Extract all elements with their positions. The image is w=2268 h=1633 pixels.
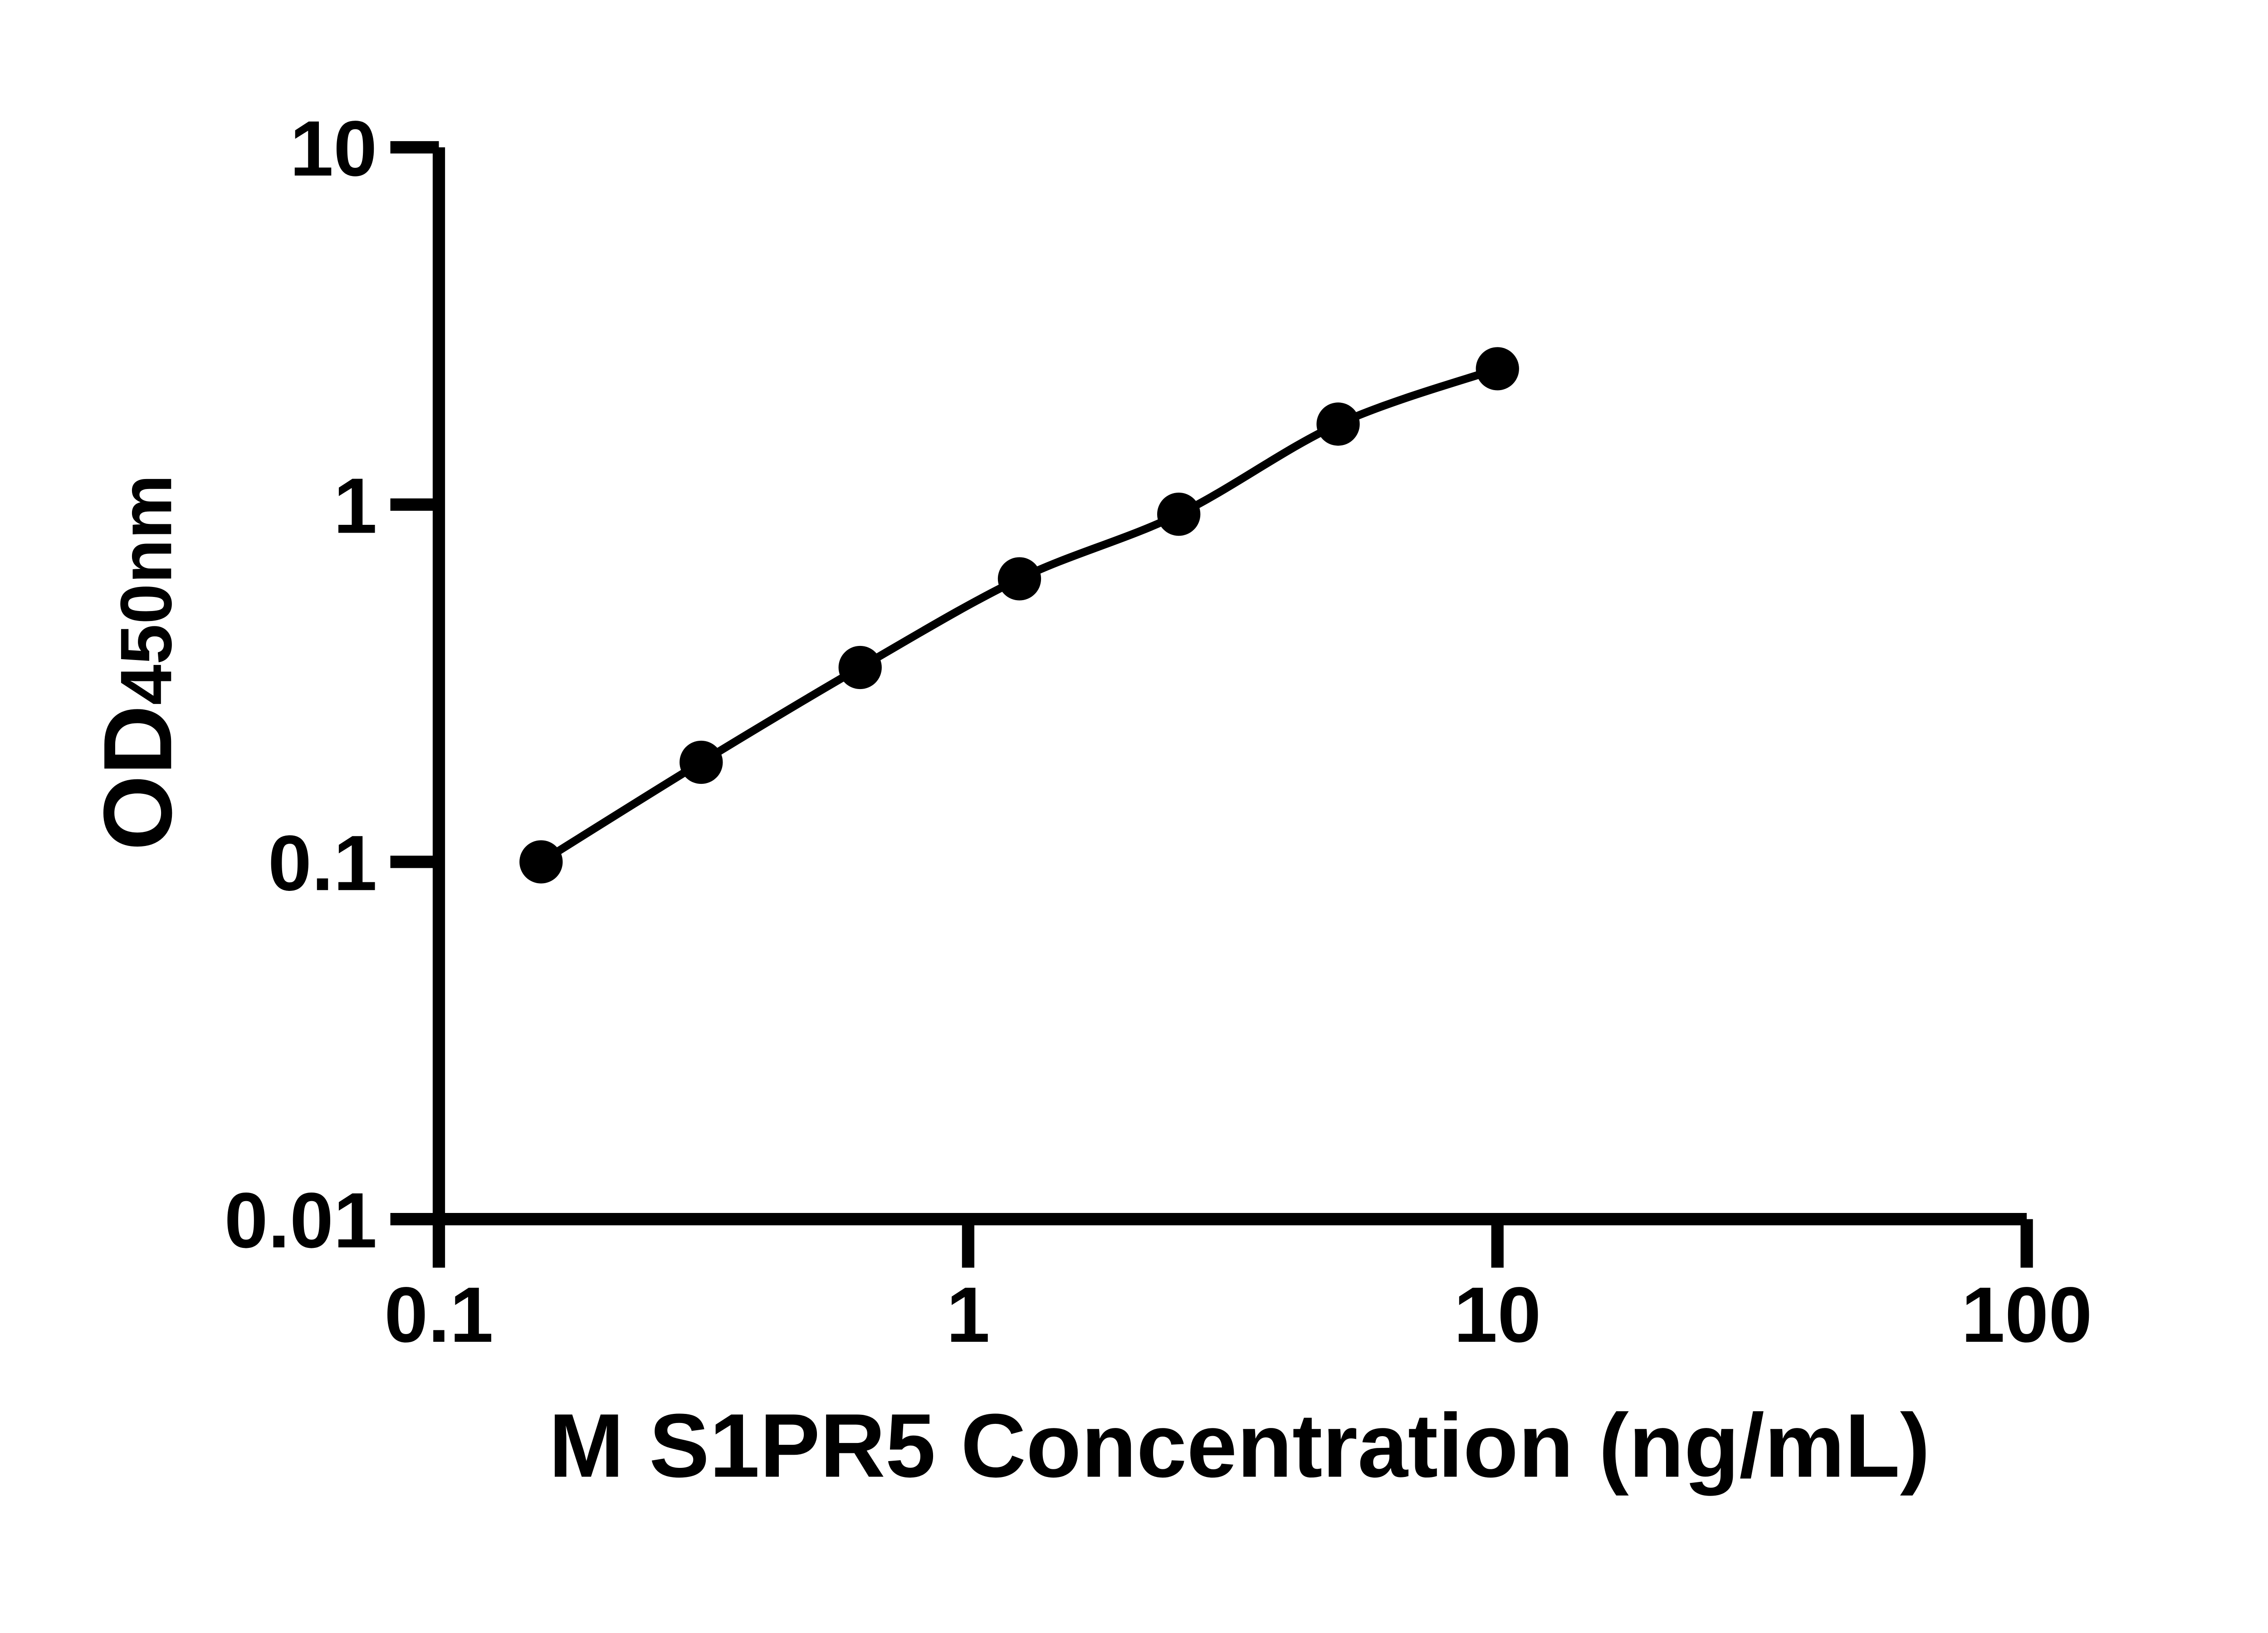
data-point — [1316, 402, 1360, 446]
y-tick-label: 1 — [333, 462, 377, 550]
tick-layer — [390, 141, 2033, 1268]
y-tick-label: 0.1 — [268, 819, 377, 907]
x-tick-label: 1 — [946, 1271, 990, 1359]
elisa-standard-curve-figure: 10 1 0.1 0.01 0.1 1 10 100 M S1PR5 Concentratio… — [83, 104, 2092, 1496]
y-axis-title: OD450nm — [83, 474, 192, 851]
axes-layer — [432, 147, 2027, 1226]
y-tick-label: 10 — [290, 104, 377, 192]
data-point — [838, 645, 882, 689]
data-point — [1157, 492, 1201, 536]
x-tick-label: 100 — [1961, 1271, 2092, 1359]
data-point — [997, 557, 1041, 601]
x-tick-label: 0.1 — [384, 1271, 494, 1359]
y-axis-title-subscript: 450nm — [105, 474, 186, 705]
y-tick-label: 0.01 — [225, 1176, 377, 1264]
x-axis-title: M S1PR5 Concentration (ng/mL) — [549, 1396, 1930, 1496]
data-point — [1476, 347, 1519, 391]
series-layer — [519, 347, 1519, 884]
curve-path — [537, 365, 1501, 866]
y-axis-title-main: OD — [83, 705, 192, 851]
data-point — [679, 740, 723, 784]
data-point — [519, 840, 563, 884]
x-tick-label: 10 — [1454, 1271, 1541, 1359]
